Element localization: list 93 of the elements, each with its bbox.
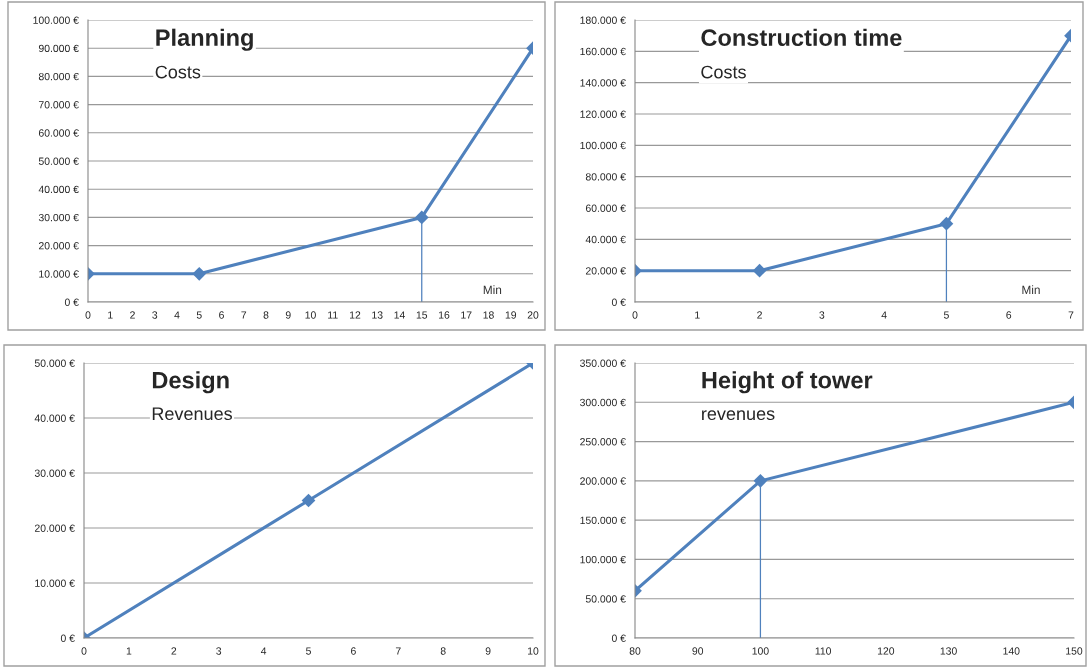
x-tick-label: 19	[505, 311, 517, 319]
chart-title: Construction time	[701, 28, 902, 47]
y-tick-label: 160.000 €	[580, 47, 626, 56]
y-tick-label: 40.000 €	[585, 235, 626, 244]
y-tick-label: 350.000 €	[580, 359, 626, 367]
y-tick-label: 0 €	[64, 298, 79, 306]
x-tick-label: 80	[629, 647, 641, 655]
x-tick-label: 5	[943, 311, 949, 319]
x-tick-label: 6	[219, 311, 224, 319]
x-tick-label: 12	[350, 311, 361, 319]
x-tick-label: 150	[1066, 647, 1083, 655]
x-tick-label: 7	[395, 647, 401, 655]
y-tick-label: 50.000 €	[585, 595, 626, 603]
x-tick-label: 4	[174, 311, 180, 319]
y-tick-label: 30.000 €	[34, 469, 75, 477]
chart-title: Planning	[156, 28, 253, 51]
y-tick-label: 0 €	[611, 298, 626, 306]
y-tick-label: 10.000 €	[35, 579, 75, 587]
y-tick-label: 10.000 €	[39, 270, 79, 278]
y-tick-label: 30.000 €	[38, 213, 79, 222]
x-tick-label: 16	[439, 311, 450, 319]
x-tick-label: 5	[306, 647, 311, 655]
y-tick-label: 100.000 €	[580, 555, 626, 564]
x-tick-label: 8	[263, 311, 269, 319]
x-tick-label: 0	[632, 311, 638, 319]
y-tick-label: 120.000 €	[580, 110, 626, 118]
y-tick-label: 60.000 €	[585, 204, 626, 212]
y-tick-label: 300.000 €	[580, 398, 626, 407]
y-tick-label: 180.000 €	[580, 16, 626, 24]
x-tick-label: 11	[328, 311, 338, 319]
y-tick-label: 80.000 €	[585, 173, 626, 181]
x-tick-label: 120	[877, 647, 895, 655]
x-tick-label: 2	[130, 311, 135, 319]
x-tick-label: 6	[1006, 311, 1012, 319]
x-tick-label: 4	[260, 647, 267, 655]
y-tick-label: 0 €	[611, 634, 626, 642]
x-tick-label: 3	[216, 647, 222, 655]
x-tick-label: 15	[416, 311, 428, 319]
y-tick-label: 40.000 €	[38, 185, 79, 194]
chart-title: Design	[152, 371, 229, 394]
x-tick-label: 140	[1003, 647, 1020, 655]
text: Revenues	[152, 407, 232, 421]
y-tick-label: 40.000 €	[34, 414, 75, 422]
text: revenues	[702, 410, 775, 421]
annotation: Min	[483, 285, 502, 294]
text: Costs	[155, 65, 201, 79]
x-tick-label: 2	[757, 311, 762, 319]
x-tick-label: 2	[171, 647, 177, 655]
text: Costs	[701, 65, 746, 79]
x-tick-label: 5	[196, 311, 202, 319]
x-tick-label: 1	[126, 647, 132, 655]
y-tick-label: 150.000 €	[580, 516, 626, 525]
x-tick-label: 7	[1068, 311, 1074, 319]
chart-title: Height of tower	[702, 371, 873, 394]
y-tick-label: 200.000 €	[580, 477, 626, 485]
y-tick-label: 20.000 €	[38, 242, 79, 250]
y-tick-label: 0 €	[60, 634, 75, 642]
y-tick-label: 20.000 €	[585, 267, 626, 275]
y-tick-label: 250.000 €	[580, 438, 626, 446]
x-tick-label: 90	[692, 647, 704, 655]
y-tick-label: 20.000 €	[34, 524, 75, 532]
x-tick-label: 9	[485, 647, 491, 655]
x-tick-label: 4	[881, 311, 887, 319]
x-tick-label: 0	[85, 311, 91, 319]
x-tick-label: 100	[752, 647, 769, 655]
x-tick-label: 3	[819, 311, 825, 319]
x-tick-label: 13	[372, 311, 383, 319]
x-tick-label: 1	[108, 311, 113, 319]
x-tick-label: 10	[528, 647, 539, 655]
x-tick-label: 6	[351, 647, 356, 655]
x-tick-label: 3	[152, 311, 158, 319]
x-tick-label: 20	[527, 311, 539, 319]
y-tick-label: 90.000 €	[38, 44, 79, 53]
y-tick-label: 100.000 €	[33, 16, 79, 24]
y-tick-label: 70.000 €	[38, 101, 79, 109]
x-tick-label: 18	[483, 311, 494, 319]
annotation: Min	[1022, 285, 1040, 294]
y-tick-label: 80.000 €	[38, 72, 79, 81]
x-tick-label: 7	[241, 311, 247, 319]
x-tick-label: 10	[305, 311, 316, 319]
x-tick-label: 0	[81, 647, 87, 655]
x-tick-label: 110	[815, 647, 832, 655]
y-tick-label: 60.000 €	[38, 129, 79, 137]
x-tick-label: 8	[440, 647, 446, 655]
y-tick-label: 140.000 €	[580, 79, 626, 87]
y-tick-label: 100.000 €	[580, 141, 626, 150]
x-tick-label: 9	[285, 311, 291, 319]
y-tick-label: 50.000 €	[34, 359, 75, 367]
y-tick-label: 50.000 €	[38, 157, 79, 165]
x-tick-label: 17	[461, 311, 472, 319]
x-tick-label: 14	[394, 311, 405, 319]
x-tick-label: 130	[940, 647, 957, 655]
x-tick-label: 1	[695, 311, 700, 319]
